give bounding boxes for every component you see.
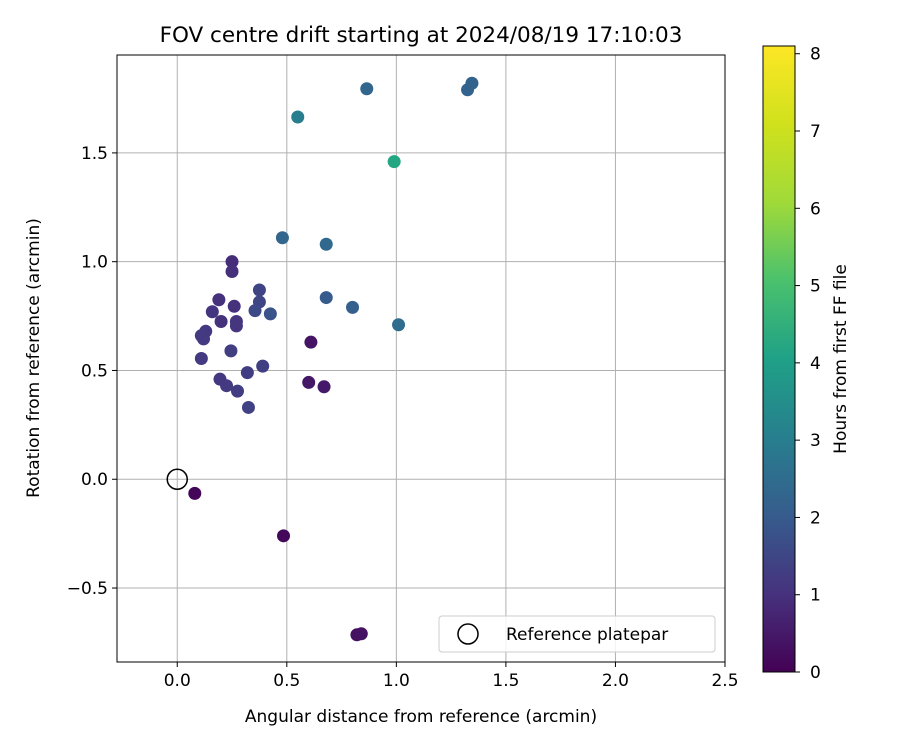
data-point (188, 486, 202, 500)
data-point (465, 76, 479, 90)
y-tick-label: 1.5 (81, 144, 108, 164)
data-point (212, 293, 226, 307)
data-point (392, 318, 406, 332)
data-point (197, 332, 211, 346)
colorbar: 0 1 2 3 4 5 6 7 8 Hours from first FF file (762, 45, 851, 683)
data-point (291, 110, 305, 124)
data-point (319, 291, 333, 305)
x-tick-label: 0.5 (273, 671, 300, 691)
data-point (214, 315, 228, 329)
legend-box (438, 615, 716, 653)
y-tick-label: 0.0 (81, 470, 108, 490)
data-points (188, 76, 479, 642)
x-tick-label: 0.0 (164, 671, 191, 691)
colorbar-tick-label: 0 (810, 663, 821, 683)
colorbar-tick-label: 3 (810, 431, 821, 451)
data-point (354, 627, 368, 641)
data-point (360, 82, 374, 96)
legend-marker-open-circle-icon (457, 623, 479, 645)
colorbar-ticks: 0 1 2 3 4 5 6 7 8 (795, 45, 821, 683)
data-point (304, 335, 318, 349)
x-axis-label: Angular distance from reference (arcmin) (245, 707, 597, 727)
data-point (277, 529, 291, 543)
data-point (252, 283, 266, 297)
plot-frame (116, 54, 726, 663)
data-point (224, 344, 238, 358)
x-tick-label: 1.0 (383, 671, 410, 691)
y-axis-label: Rotation from reference (arcmin) (24, 218, 44, 498)
data-point (194, 352, 208, 365)
colorbar-tick-label: 6 (810, 199, 821, 219)
reference-marker-layer (166, 468, 189, 490)
y-tick-label: 0.5 (81, 361, 108, 381)
data-point (263, 307, 277, 321)
data-point (229, 319, 243, 333)
colorbar-label: Hours from first FF file (831, 264, 851, 454)
legend-entry-label: Reference platepar (506, 625, 668, 645)
grid-lines (117, 55, 726, 662)
colorbar-tick-label: 7 (810, 122, 821, 142)
data-point (225, 255, 239, 269)
data-point (240, 366, 254, 380)
data-point (346, 300, 360, 314)
colorbar-tick-label: 5 (810, 277, 821, 297)
y-tick-label: 1.0 (81, 253, 108, 273)
legend: Reference platepar (438, 615, 716, 653)
colorbar-tick-label: 8 (810, 45, 821, 65)
data-point (319, 237, 333, 251)
data-point (225, 264, 239, 278)
data-point (220, 379, 234, 393)
data-point (256, 359, 270, 373)
y-tick-label: −0.5 (67, 579, 108, 599)
data-point (241, 400, 255, 414)
data-point (231, 384, 245, 398)
data-point (205, 305, 219, 319)
y-axis-ticks: −0.5 0.0 0.5 1.0 1.5 (67, 144, 117, 599)
data-point (302, 375, 316, 389)
x-tick-label: 2.0 (602, 671, 629, 691)
data-point (275, 231, 289, 245)
data-point (387, 155, 401, 169)
x-axis-ticks: 0.0 0.5 1.0 1.5 2.0 2.5 (164, 662, 739, 691)
x-tick-label: 1.5 (492, 671, 519, 691)
x-tick-label: 2.5 (711, 671, 738, 691)
colorbar-tick-label: 2 (810, 508, 821, 528)
chart-title: FOV centre drift starting at 2024/08/19 … (160, 23, 683, 48)
data-point (248, 304, 262, 318)
colorbar-gradient (762, 45, 796, 673)
data-point (317, 380, 331, 394)
colorbar-tick-label: 4 (810, 354, 821, 374)
data-point (227, 299, 241, 313)
colorbar-tick-label: 1 (810, 586, 821, 606)
reference-platepar-marker (166, 468, 189, 490)
